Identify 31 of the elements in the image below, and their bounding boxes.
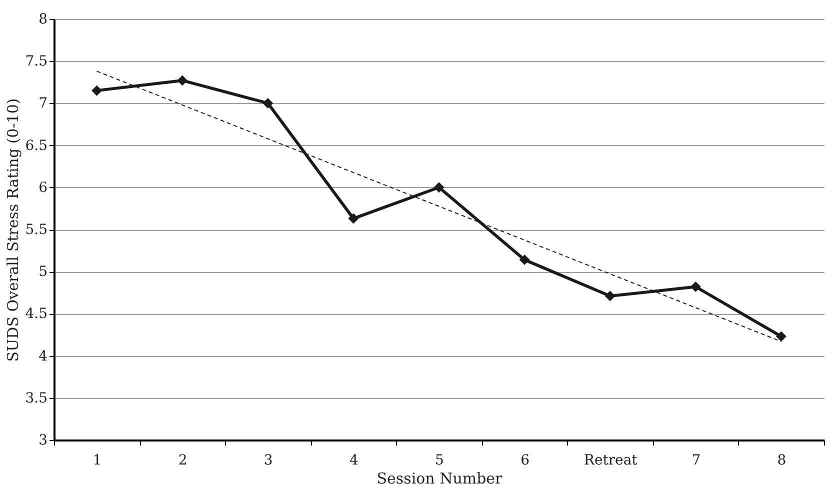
x-tick-label: 2 [178, 452, 188, 468]
y-tick-label: 7 [38, 96, 48, 112]
x-tick-label: 6 [520, 452, 530, 468]
x-tick-label: 5 [435, 452, 444, 468]
y-tick-label: 4.5 [25, 306, 48, 322]
y-tick-label: 5.5 [25, 222, 48, 238]
y-tick-label: 7.5 [25, 54, 48, 70]
x-tick-label: 1 [92, 452, 102, 468]
y-tick-label: 8 [38, 12, 48, 28]
point [177, 75, 188, 86]
y-tick-label: 3 [38, 432, 48, 448]
point [92, 85, 102, 96]
y-tick-label: 6 [38, 180, 48, 196]
point [348, 213, 359, 224]
point [690, 282, 701, 292]
x-tick-label: 7 [692, 452, 701, 468]
point [262, 98, 274, 108]
y-tick-label: 6.5 [25, 138, 48, 154]
x-tick-label: 4 [349, 452, 358, 468]
x-tick-label: 3 [264, 452, 273, 468]
x-tick-label: Retreat [584, 452, 638, 468]
point [434, 182, 444, 193]
y-axis-title: SUDS Overall Stress Rating (0-10) [4, 98, 22, 362]
x-axis-title: Session Number [376, 470, 504, 488]
y-tick-label: 3.5 [25, 390, 48, 406]
y-tick-label: 5 [38, 264, 48, 280]
point [604, 290, 616, 302]
point [776, 331, 786, 342]
point [519, 254, 530, 266]
x-tick-label: 8 [777, 452, 786, 468]
y-tick-label: 4 [38, 348, 48, 364]
